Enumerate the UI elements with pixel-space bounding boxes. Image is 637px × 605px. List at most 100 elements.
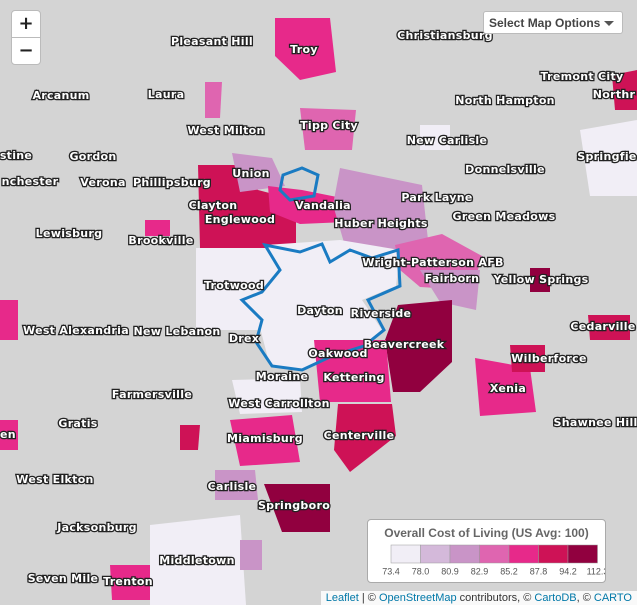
place-label: nchester [2, 175, 59, 188]
caret-icon [604, 21, 614, 26]
place-label: Wilberforce [511, 352, 586, 365]
legend-break-label: 87.8 [530, 566, 548, 576]
place-label: Wright-Patterson AFB [362, 256, 503, 269]
place-label: Farmersville [112, 388, 192, 401]
place-label: Xenia [490, 382, 526, 395]
separator: | [361, 592, 365, 604]
place-label: New Carlisle [407, 134, 488, 147]
legend-break-label: 78.0 [412, 566, 430, 576]
legend-break-label: 94.2 [559, 566, 577, 576]
region [333, 168, 428, 256]
place-label: Fairborn [425, 272, 480, 285]
region [205, 82, 222, 118]
place-label: Trotwood [204, 279, 264, 292]
region [180, 425, 200, 450]
region [232, 378, 302, 414]
place-label: Centerville [324, 429, 395, 442]
place-label: Union [232, 167, 269, 180]
region [275, 18, 336, 80]
legend-swatch [508, 544, 539, 564]
place-label: Moraine [256, 370, 309, 383]
region [232, 153, 285, 192]
dropdown-label: Select Map Options [489, 16, 601, 30]
region [240, 540, 262, 570]
place-labels: Pleasant Hill Troy Christiansburg Tremont C… [0, 28, 637, 590]
place-label: Drex [229, 332, 259, 345]
place-label: New Lebanon [134, 325, 221, 338]
place-label: Jacksonburg [56, 521, 137, 534]
place-label: Lewisburg [36, 227, 103, 240]
place-label: Pleasant Hill [171, 35, 253, 48]
region [145, 220, 170, 236]
link[interactable]: OpenStreetMap [378, 592, 457, 604]
legend-title: Overall Cost of Living (US Avg: 100) [384, 526, 589, 540]
place-label: Yellow Springs [493, 273, 589, 286]
map-options-dropdown[interactable]: Select Map Options [483, 11, 623, 34]
place-label: Brookville [128, 234, 193, 247]
text: , © [576, 592, 591, 604]
place-label: West Elkton [16, 473, 93, 486]
zoom-out[interactable]: − [11, 37, 41, 65]
region [110, 565, 150, 600]
text: © [367, 592, 376, 604]
region [264, 484, 330, 532]
place-label: North Hampton [455, 94, 555, 107]
region [580, 120, 637, 196]
place-label: Tremont City [541, 70, 624, 83]
region [150, 515, 246, 605]
place-label: Englewood [205, 213, 275, 226]
place-label: Phillipsburg [133, 176, 211, 189]
place-label: Miamisburg [227, 432, 303, 445]
region [240, 240, 400, 370]
place-label: Cedarville [570, 320, 635, 333]
place-label: Riverside [351, 307, 412, 320]
place-label: Gratis [58, 417, 97, 430]
legend-swatch [420, 544, 451, 564]
legend-break-label: 80.9 [441, 566, 459, 576]
place-label: West Milton [187, 124, 264, 137]
place-label: Gordon [69, 150, 116, 163]
place-label: stine [0, 149, 32, 162]
place-label: Beavercreek [364, 338, 445, 351]
link[interactable]: CARTO [593, 592, 632, 604]
place-label: Shawnee Hills [554, 416, 637, 429]
place-label: Carlisle [208, 480, 257, 493]
region [0, 300, 18, 340]
region [268, 186, 352, 224]
region [198, 165, 296, 248]
legend-swatch [479, 544, 510, 564]
legend: Overall Cost of Living (US Avg: 100) 73.… [367, 519, 606, 583]
zoom-in[interactable]: + [11, 10, 41, 38]
place-label: West Alexandria [23, 324, 129, 337]
place-label: Tipp City [300, 119, 358, 132]
text: contributors, © [459, 592, 532, 604]
regions [0, 18, 637, 605]
place-label: en [0, 428, 16, 441]
region [530, 268, 550, 292]
region [300, 108, 356, 150]
place-label: Green Meadows [453, 210, 556, 223]
place-label: Park Layne [401, 191, 472, 204]
region [230, 415, 300, 466]
link[interactable]: Leaflet [325, 592, 359, 604]
legend-swatch [390, 544, 421, 564]
boundary-outline [239, 242, 402, 372]
boundary-outline [278, 166, 320, 202]
place-label: Laura [148, 88, 185, 101]
place-label: Trenton [103, 575, 153, 588]
place-label: Dayton [297, 304, 343, 317]
place-label: Christiansburg [397, 29, 493, 42]
region [385, 300, 452, 392]
legend-break-label: 85.2 [500, 566, 518, 576]
place-label: West Carrollton [228, 397, 329, 410]
region [0, 420, 18, 450]
place-label: Troy [290, 43, 318, 56]
link[interactable]: CartoDB [534, 592, 577, 604]
region [612, 70, 637, 110]
region [475, 358, 536, 416]
legend-swatch [538, 544, 569, 564]
attribution: Leaflet | © OpenStreetMap contributors, … [320, 591, 637, 605]
place-label: Vandalia [295, 199, 351, 212]
